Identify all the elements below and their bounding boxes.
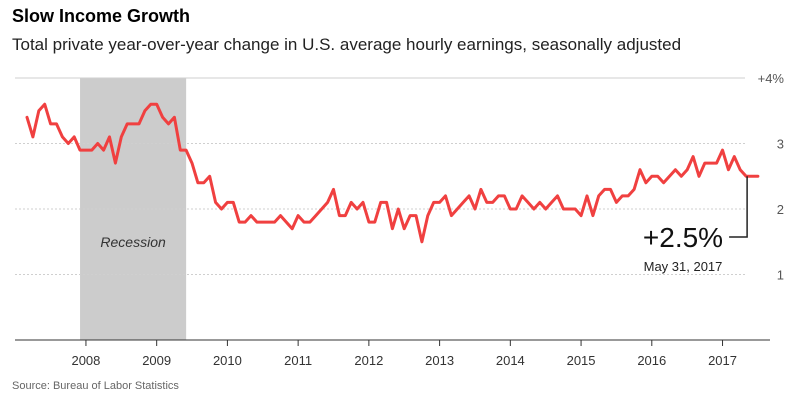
x-tick-label: 2016 [637, 353, 666, 368]
x-tick-label: 2010 [213, 353, 242, 368]
x-tick-label: 2015 [567, 353, 596, 368]
annotation-leader [729, 176, 748, 238]
x-tick-label: 2013 [425, 353, 454, 368]
y-tick-label: 2 [777, 202, 784, 217]
annotation-date: May 31, 2017 [644, 259, 723, 274]
source-note: Source: Bureau of Labor Statistics [12, 380, 179, 392]
x-tick-label: 2011 [284, 353, 312, 368]
y-tick-label: 1 [777, 268, 784, 283]
y-tick-label: 3 [777, 137, 784, 152]
x-tick-label: 2008 [71, 353, 100, 368]
x-tick-label: 2014 [496, 353, 525, 368]
x-tick-label: 2009 [142, 353, 171, 368]
y-tick-label: +4% [758, 71, 785, 86]
x-tick-label: 2017 [708, 353, 737, 368]
chart-title: Slow Income Growth [12, 6, 191, 26]
x-tick-label: 2012 [354, 353, 383, 368]
annotation-value: +2.5% [643, 222, 723, 253]
recession-label: Recession [100, 234, 166, 250]
chart-subtitle: Total private year-over-year change in U… [12, 35, 682, 54]
series-line [25, 102, 760, 244]
